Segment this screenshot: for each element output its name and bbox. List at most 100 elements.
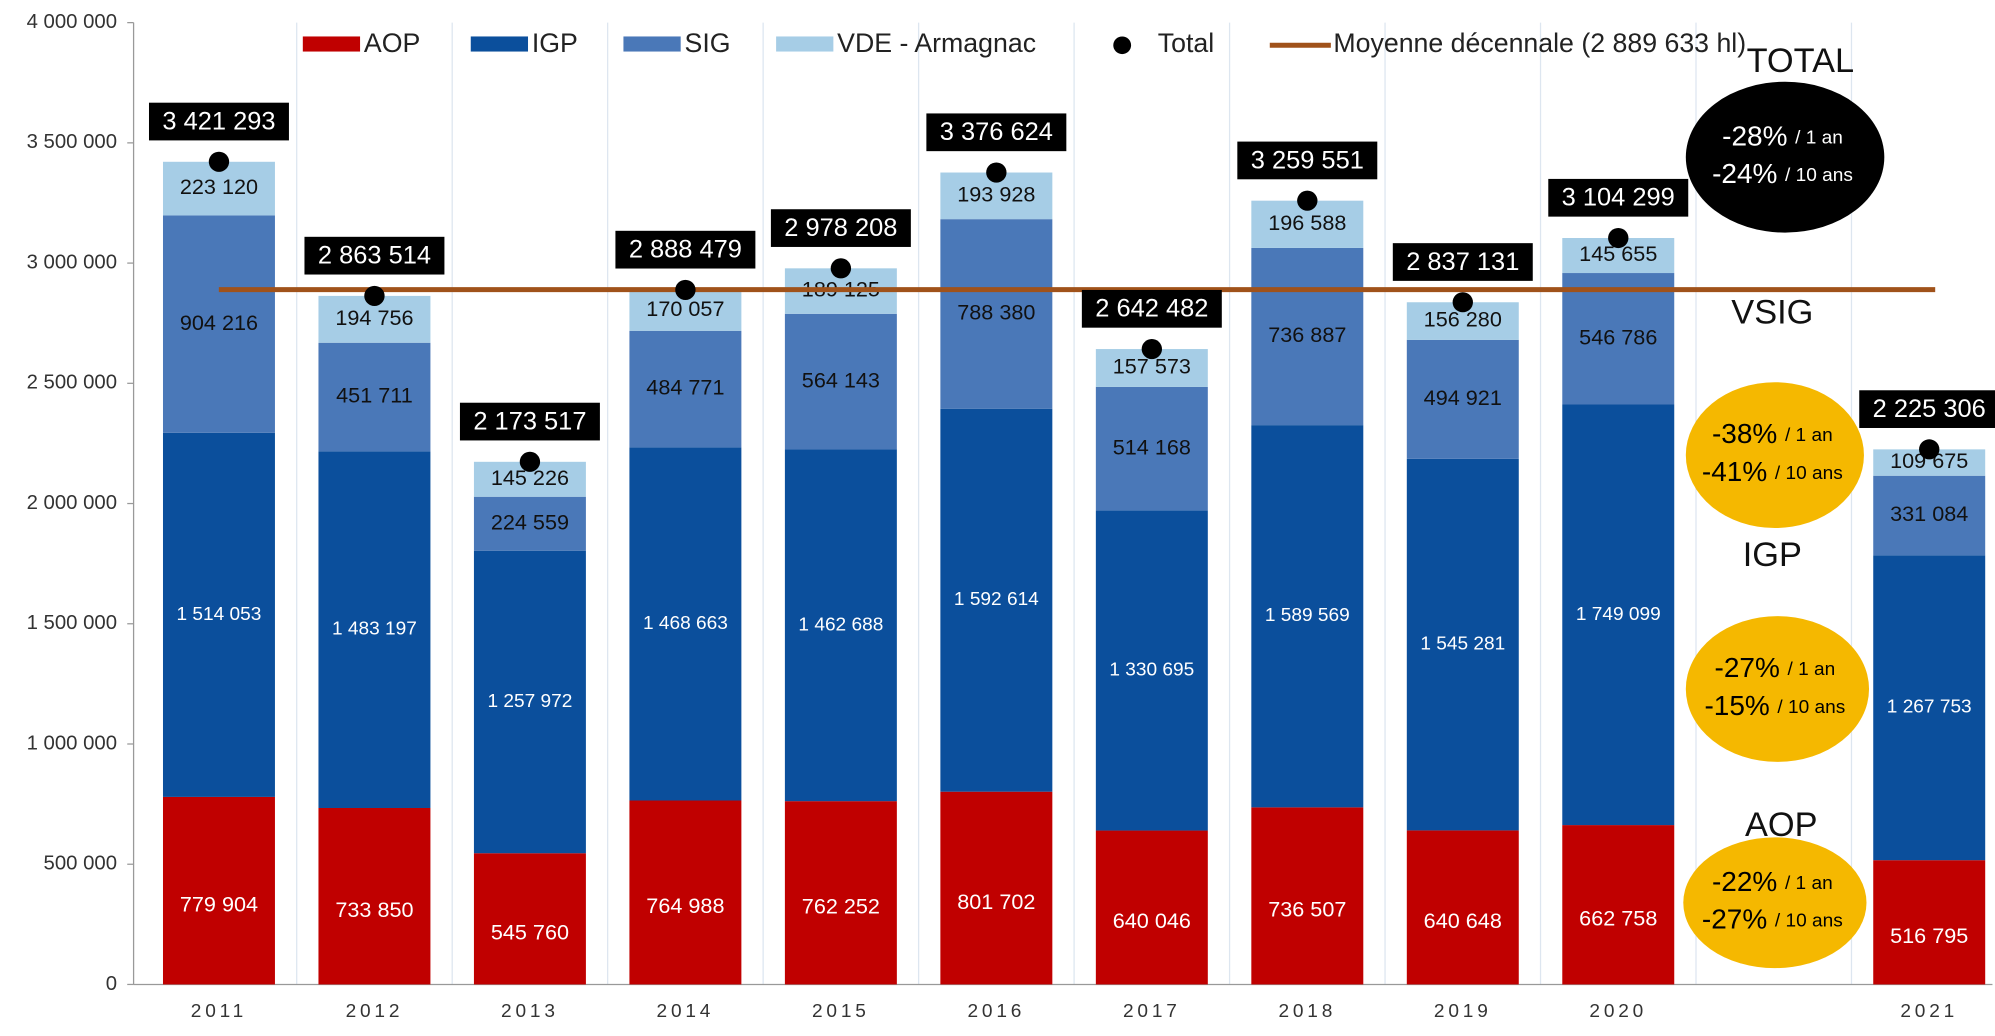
annotation-period: / 10 ans (1775, 911, 1843, 932)
y-tick-label: 1 500 000 (27, 612, 117, 634)
bar-segment (784, 801, 897, 985)
bar-segment (473, 550, 586, 854)
bar-value-label: 196 588 (1268, 211, 1346, 235)
total-point (1141, 338, 1163, 360)
annotation-line: -27% / 1 an (1715, 653, 1836, 684)
total-label: 3 421 293 (162, 108, 275, 136)
total-point (1608, 227, 1629, 249)
x-tick-label: 2015 (812, 1001, 870, 1022)
total-label-box (148, 102, 289, 141)
legend-swatch (302, 36, 361, 52)
bar-value-label: 1 267 753 (1887, 697, 1972, 718)
bar-value-label: 156 280 (1424, 308, 1502, 332)
bar-segment (1251, 247, 1364, 426)
y-tick-label: 1 000 000 (27, 732, 117, 754)
bar-value-label: 733 850 (335, 898, 413, 922)
annotation-line: -41% / 10 ans (1702, 456, 1843, 487)
annotation-line: -38% / 1 an (1712, 419, 1833, 450)
y-tick-label: 2 000 000 (27, 492, 117, 514)
annotation-title: TOTAL (1747, 42, 1855, 80)
bar-value-label: 640 648 (1424, 909, 1502, 933)
annotation-value: -41% (1702, 456, 1767, 487)
total-label-box (1548, 178, 1689, 217)
annotation-bubble (1685, 81, 1885, 233)
bar-segment (1873, 860, 1986, 985)
total-label-box (304, 236, 445, 275)
bar-value-label: 564 143 (802, 368, 880, 392)
annotation-value: -24% (1712, 158, 1777, 189)
annotation-value: -27% (1702, 904, 1767, 935)
bar-value-label: 1 257 972 (487, 691, 572, 712)
x-tick-label: 2014 (657, 1001, 715, 1022)
bar-segment (940, 791, 1053, 985)
annotation-period: / 1 an (1785, 425, 1833, 446)
legend-swatch (776, 36, 834, 52)
annotation-title: AOP (1745, 806, 1818, 844)
bar-value-label: 762 252 (802, 895, 880, 919)
annotation-period: / 1 an (1785, 873, 1833, 894)
annotation-title: VSIG (1731, 293, 1813, 331)
bar-value-label: 193 928 (957, 183, 1035, 207)
bar-segment (1251, 807, 1364, 985)
bar-value-label: 157 573 (1113, 355, 1191, 379)
bar-segment (629, 800, 742, 985)
annotation-bubble (1685, 616, 1870, 762)
annotation-value: -22% (1712, 866, 1777, 897)
total-point (1452, 292, 1473, 313)
total-label-box (926, 113, 1067, 152)
bar-value-label: 145 226 (491, 466, 569, 490)
x-tick-label: 2018 (1278, 1001, 1336, 1022)
bar-value-label: 484 771 (646, 376, 724, 400)
x-tick-label: 2016 (967, 1001, 1025, 1022)
total-label-box (459, 402, 600, 441)
bar-value-label: 764 988 (646, 894, 724, 918)
x-tick-label: 2017 (1123, 1001, 1181, 1022)
annotation-period: / 10 ans (1777, 697, 1845, 718)
x-tick-label: 2021 (1900, 1001, 1958, 1022)
bar-segment (1095, 510, 1208, 831)
bar-segment (784, 313, 897, 450)
bar-value-label: 145 655 (1579, 242, 1657, 266)
annotation-line: -22% / 1 an (1712, 866, 1833, 897)
x-tick-label: 2020 (1589, 1001, 1647, 1022)
bar-segment (318, 451, 431, 808)
bar-value-label: 801 702 (957, 890, 1035, 914)
bar-segment (162, 215, 275, 433)
annotation-period: / 1 an (1795, 127, 1843, 148)
total-label-box (770, 209, 911, 247)
legend-label: AOP (364, 28, 420, 58)
bar-segment (940, 408, 1053, 792)
total-label: 3 104 299 (1562, 184, 1675, 212)
annotation-line: -28% / 1 an (1722, 121, 1843, 152)
total-label: 3 259 551 (1251, 146, 1364, 174)
bar-value-label: 788 380 (957, 301, 1035, 325)
bar-value-label: 1 592 614 (954, 589, 1039, 610)
total-label: 2 642 482 (1095, 295, 1208, 323)
total-point (519, 451, 541, 472)
y-tick-label: 2 500 000 (27, 372, 117, 394)
total-point (364, 285, 385, 306)
total-label-box (1237, 141, 1378, 180)
bar-value-label: 109 675 (1890, 449, 1968, 473)
bar-value-label: 223 120 (180, 175, 258, 199)
bar-segment (162, 796, 275, 985)
x-tick-label: 2013 (501, 1001, 559, 1022)
annotation-period: / 1 an (1787, 659, 1835, 680)
annotation-line: -27% / 10 ans (1702, 904, 1843, 935)
bar-segment (473, 853, 586, 985)
bar-value-label: 904 216 (180, 311, 258, 335)
bar-segment (940, 219, 1053, 409)
legend-label: IGP (532, 28, 578, 58)
bar-segment (318, 342, 431, 452)
y-tick-label: 0 (106, 973, 117, 995)
total-label: 2 837 131 (1406, 248, 1519, 276)
bar-value-label: 224 559 (491, 510, 569, 534)
bar-segment (1873, 475, 1986, 556)
total-point (208, 151, 230, 172)
annotation-title: IGP (1743, 536, 1802, 574)
bar-segment (629, 330, 742, 448)
bar-segment (1562, 273, 1675, 405)
bar-segment (318, 807, 431, 985)
legend-label: VDE - Armagnac (837, 28, 1036, 58)
